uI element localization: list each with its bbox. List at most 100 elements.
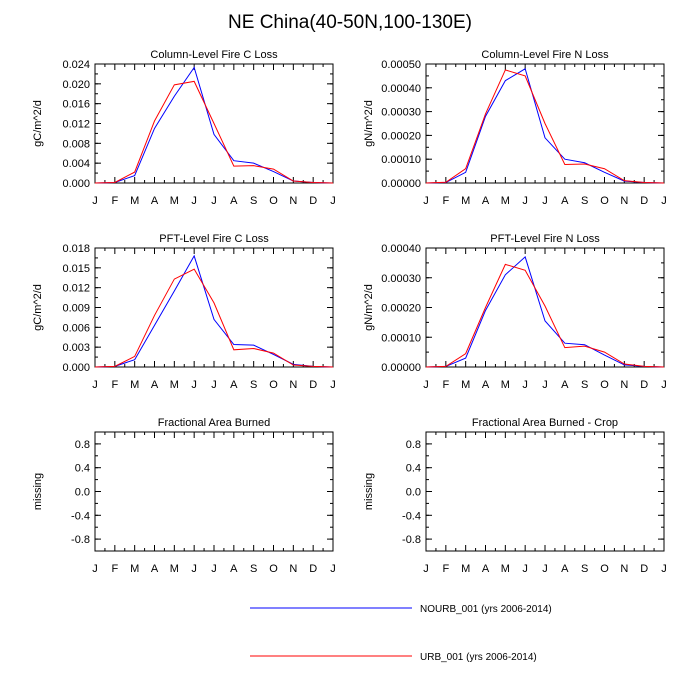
x-tick-label: J <box>661 563 667 575</box>
x-tick-label: J <box>191 195 197 207</box>
x-tick-label: D <box>309 563 317 575</box>
y-tick-label: 0.0 <box>406 487 421 499</box>
plot-frame <box>94 431 334 552</box>
x-tick-label: S <box>581 195 588 207</box>
x-tick-label: A <box>151 563 159 575</box>
y-tick-label: 0.000 <box>62 178 90 190</box>
x-tick-label: A <box>561 379 569 391</box>
x-tick-label: J <box>542 563 548 575</box>
x-tick-label: D <box>309 195 317 207</box>
x-tick-label: O <box>600 379 609 391</box>
x-tick-label: O <box>269 379 278 391</box>
x-tick-label: D <box>640 379 648 391</box>
x-tick-label: A <box>482 195 490 207</box>
x-tick-label: O <box>269 195 278 207</box>
panels: Column-Level Fire C Loss gC/m^2/d 0.000 0.0… <box>32 49 667 575</box>
x-tick-label: J <box>330 379 336 391</box>
x-tick-label: J <box>211 563 217 575</box>
chart-panel-2: Column-Level Fire N Loss gN/m^2/d 0.00000 0… <box>363 49 667 207</box>
x-tick-label: M <box>501 195 510 207</box>
x-tick-label: J <box>191 379 197 391</box>
x-tick-label: J <box>211 195 217 207</box>
x-tick-label: J <box>330 563 336 575</box>
x-tick-label: A <box>151 379 159 391</box>
x-tick-label: M <box>170 379 179 391</box>
y-tick-label: 0.012 <box>62 119 90 131</box>
y-tick-label: 0.018 <box>62 243 90 255</box>
y-tick-label: 0.016 <box>62 99 90 111</box>
y-tick-label: 0.012 <box>62 283 90 295</box>
x-tick-label: A <box>230 195 238 207</box>
legend: NOURB_001 (yrs 2006-2014) URB_001 (yrs 2… <box>250 604 552 663</box>
y-tick-label: 0.008 <box>62 138 90 150</box>
series-line-urb <box>94 80 334 184</box>
y-tick-label: 0.009 <box>62 303 90 315</box>
x-tick-label: J <box>522 195 528 207</box>
x-tick-label: F <box>111 563 118 575</box>
x-tick-label: N <box>289 563 297 575</box>
figure-title: NE China(40-50N,100-130E) <box>228 12 472 33</box>
x-tick-label: M <box>501 379 510 391</box>
x-tick-label: F <box>111 195 118 207</box>
x-tick-label: S <box>581 379 588 391</box>
x-tick-label: D <box>640 563 648 575</box>
x-tick-label: J <box>92 379 98 391</box>
x-tick-label: J <box>542 195 548 207</box>
y-axis-label: gC/m^2/d <box>32 100 44 147</box>
y-tick-label: 0.00000 <box>381 178 421 190</box>
x-tick-label: A <box>561 195 569 207</box>
x-tick-label: A <box>230 379 238 391</box>
y-tick-label: 0.004 <box>62 158 90 170</box>
x-tick-label: M <box>461 379 470 391</box>
y-tick-label: 0.00040 <box>381 83 421 95</box>
x-tick-label: J <box>92 563 98 575</box>
x-tick-label: A <box>482 379 490 391</box>
x-tick-label: N <box>620 563 628 575</box>
x-tick-label: J <box>661 379 667 391</box>
x-tick-label: S <box>581 563 588 575</box>
y-axis-label: gN/m^2/d <box>363 284 375 331</box>
y-tick-label: -0.4 <box>71 510 90 522</box>
x-tick-label: J <box>661 195 667 207</box>
x-tick-label: F <box>111 379 118 391</box>
y-tick-label: 0.006 <box>62 322 90 334</box>
y-tick-label: 0.020 <box>62 79 90 91</box>
series-line-urb <box>94 268 334 368</box>
x-tick-label: O <box>269 563 278 575</box>
x-tick-label: M <box>130 563 139 575</box>
x-tick-label: D <box>309 379 317 391</box>
series-line-nourb <box>94 254 334 368</box>
x-tick-label: M <box>461 195 470 207</box>
x-tick-label: F <box>442 379 449 391</box>
y-tick-label: 0.00030 <box>381 107 421 119</box>
x-tick-label: F <box>442 195 449 207</box>
x-tick-label: A <box>561 563 569 575</box>
x-tick-label: S <box>250 563 257 575</box>
y-tick-label: 0.00010 <box>381 332 421 344</box>
series-line-nourb <box>425 256 665 368</box>
plot-frame <box>425 247 665 368</box>
y-axis-label: gC/m^2/d <box>32 284 44 331</box>
y-tick-label: 0.4 <box>406 463 421 475</box>
chart-panel-4: PFT-Level Fire N Loss gN/m^2/d 0.00000 0.00… <box>363 233 667 391</box>
y-axis-label: gN/m^2/d <box>363 100 375 147</box>
x-tick-label: M <box>130 195 139 207</box>
panel-title: PFT-Level Fire C Loss <box>159 233 269 245</box>
y-tick-label: 0.00010 <box>381 154 421 166</box>
x-tick-label: O <box>600 563 609 575</box>
x-tick-label: J <box>191 563 197 575</box>
chart-panel-6: Fractional Area Burned - Crop missing -0.8… <box>363 417 667 575</box>
x-tick-label: O <box>600 195 609 207</box>
x-tick-label: N <box>289 195 297 207</box>
x-tick-label: M <box>170 563 179 575</box>
x-tick-label: J <box>423 195 429 207</box>
x-tick-label: N <box>620 379 628 391</box>
series-line-nourb <box>425 67 665 184</box>
series-line-urb <box>425 263 665 368</box>
y-axis-label: missing <box>363 473 375 510</box>
y-tick-label: 0.00000 <box>381 362 421 374</box>
x-tick-label: J <box>542 379 548 391</box>
series-line-urb <box>425 69 665 184</box>
plot-frame <box>425 431 665 552</box>
